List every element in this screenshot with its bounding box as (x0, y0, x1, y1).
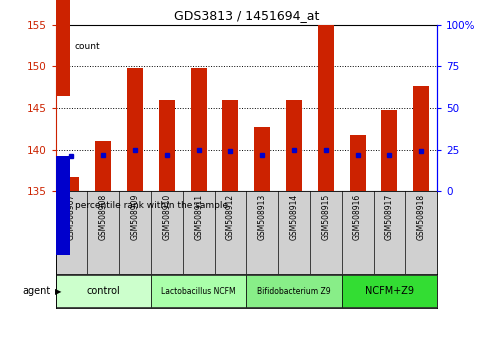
Text: GSM508913: GSM508913 (258, 194, 267, 240)
Text: GSM508908: GSM508908 (99, 194, 108, 240)
Bar (95, 141, 111, 191)
FancyBboxPatch shape (246, 275, 342, 307)
Bar (191, 68, 207, 191)
Text: Lactobacillus NCFM: Lactobacillus NCFM (161, 287, 236, 296)
Bar (159, 100, 175, 191)
Bar (63, 177, 79, 191)
Text: GSM508918: GSM508918 (417, 194, 426, 240)
Text: count: count (75, 41, 100, 51)
Text: GSM508909: GSM508909 (130, 194, 140, 240)
Text: GSM508914: GSM508914 (289, 194, 298, 240)
Text: GSM508911: GSM508911 (194, 194, 203, 240)
FancyBboxPatch shape (342, 275, 437, 307)
Bar (382, 110, 398, 191)
Text: GSM508912: GSM508912 (226, 194, 235, 240)
Text: ▶: ▶ (55, 287, 61, 296)
Bar (127, 68, 143, 191)
Text: percentile rank within the sample: percentile rank within the sample (75, 201, 228, 210)
FancyBboxPatch shape (56, 275, 151, 307)
Bar (413, 86, 429, 191)
Bar (254, 127, 270, 191)
Text: GSM508915: GSM508915 (321, 194, 330, 240)
Text: agent: agent (23, 286, 51, 296)
Bar (223, 100, 239, 191)
Text: NCFM+Z9: NCFM+Z9 (365, 286, 414, 296)
Text: control: control (86, 286, 120, 296)
Text: Bifidobacterium Z9: Bifidobacterium Z9 (257, 287, 331, 296)
Text: GSM508917: GSM508917 (385, 194, 394, 240)
Bar (350, 136, 366, 191)
Bar (286, 100, 302, 191)
Bar (318, 25, 334, 191)
FancyBboxPatch shape (151, 275, 246, 307)
Text: GSM508910: GSM508910 (162, 194, 171, 240)
Text: GSM508907: GSM508907 (67, 194, 76, 240)
Text: GSM508916: GSM508916 (353, 194, 362, 240)
Title: GDS3813 / 1451694_at: GDS3813 / 1451694_at (174, 9, 319, 22)
